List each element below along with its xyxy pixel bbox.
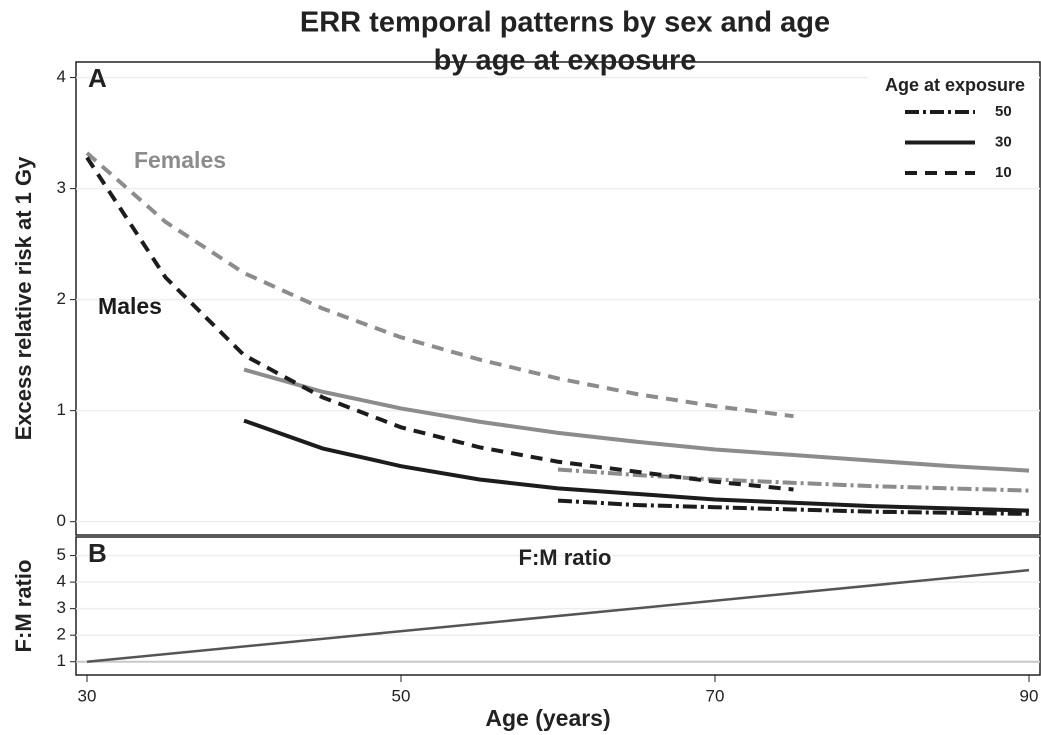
x-tick-label: 90 [1020, 686, 1039, 705]
panel-frame [75, 536, 1041, 676]
x-axis-label: Age (years) [485, 705, 610, 731]
group-label: Males [98, 293, 162, 319]
legend-label: 30 [995, 133, 1012, 150]
line [557, 467, 1030, 493]
chart-title: ERR temporal patterns by sex and age [300, 7, 830, 39]
y-tick-label: 4 [57, 572, 66, 591]
y-tick-label: 0 [57, 511, 66, 530]
line [85, 151, 794, 419]
legend-label: 50 [995, 103, 1012, 120]
panel-label: A [88, 63, 107, 93]
panel-label: B [88, 538, 107, 568]
y-tick-label: 1 [57, 651, 66, 670]
line [85, 156, 794, 492]
line [243, 367, 1030, 473]
line [557, 498, 1030, 516]
y-tick-label: 4 [57, 67, 66, 86]
x-tick-label: 30 [78, 686, 97, 705]
legend-box [868, 72, 1038, 187]
legend-title: Age at exposure [885, 75, 1025, 95]
group-label: Females [134, 147, 226, 173]
y-tick-label: 2 [57, 289, 66, 308]
y-tick-label: 5 [57, 545, 66, 564]
line [243, 418, 1030, 513]
panel-frame [75, 61, 1041, 536]
y-tick-label: 3 [57, 598, 66, 617]
y-axis-label: F:M ratio [11, 560, 36, 653]
y-axis-label: Excess relative risk at 1 Gy [11, 156, 36, 441]
x-tick-label: 50 [392, 686, 411, 705]
chart-subtitle: by age at exposure [434, 45, 697, 77]
line [86, 568, 1030, 663]
legend-label: 10 [995, 164, 1012, 181]
y-tick-label: 1 [57, 400, 66, 419]
y-tick-label: 2 [57, 625, 66, 644]
x-tick-label: 70 [706, 686, 725, 705]
annotation: F:M ratio [519, 545, 612, 570]
y-tick-label: 3 [57, 178, 66, 197]
